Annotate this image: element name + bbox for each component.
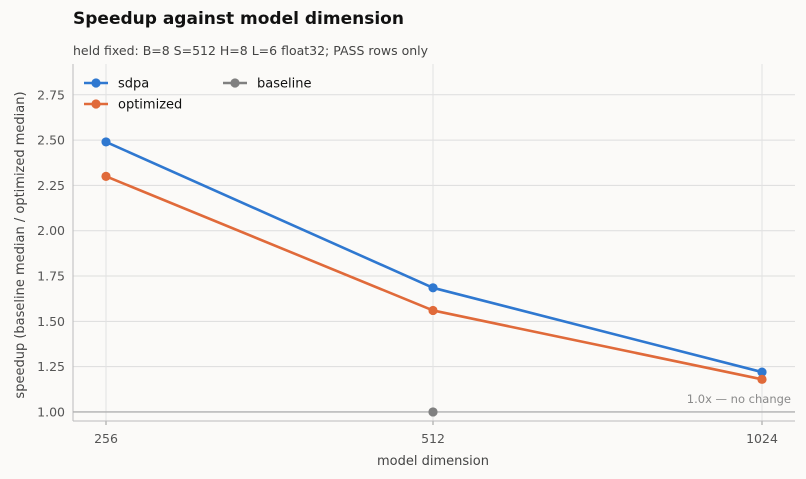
chart-title: Speedup against model dimension — [73, 9, 404, 29]
legend-label: sdpa — [118, 77, 149, 92]
y-tick-label: 2.25 — [37, 178, 65, 193]
data-point-optimized — [428, 305, 438, 316]
legend-item-sdpa: sdpa — [84, 77, 149, 92]
y-tick-label: 1.25 — [37, 359, 65, 374]
data-point-sdpa — [757, 367, 767, 377]
y-tick-label: 1.50 — [37, 314, 65, 329]
series-sdpa — [101, 137, 767, 377]
data-point-sdpa — [101, 137, 111, 147]
y-tick-label: 2.50 — [37, 133, 65, 148]
x-axis-label: model dimension — [377, 454, 489, 469]
x-tick-label: 256 — [94, 431, 118, 446]
legend-item-optimized: optimized — [84, 98, 182, 113]
legend-swatch-marker — [91, 99, 101, 109]
legend-label: optimized — [118, 98, 182, 113]
legend: sdpa optimized baseline — [84, 77, 311, 113]
y-tick-label: 2.75 — [37, 87, 65, 102]
legend-label: baseline — [257, 77, 311, 92]
x-tick-label: 1024 — [746, 431, 778, 446]
y-tick-label: 1.00 — [37, 404, 65, 419]
data-point-sdpa — [428, 283, 438, 293]
chart-subtitle: held fixed: B=8 S=512 H=8 L=6 float32; P… — [73, 43, 429, 58]
series-line-sdpa — [104, 140, 764, 374]
legend-swatch-marker — [91, 78, 101, 88]
y-tick-label: 2.00 — [37, 223, 65, 238]
grid-layer — [73, 64, 795, 421]
axis-layer: 1.00 1.25 1.50 1.75 2.00 2.25 2.50 2.75 256 512 10… — [37, 64, 795, 446]
legend-swatch-marker — [230, 78, 240, 88]
data-point-baseline — [428, 407, 438, 417]
data-point-optimized — [101, 171, 111, 181]
legend-item-baseline: baseline — [223, 77, 311, 92]
series-layer — [101, 137, 767, 417]
y-axis-label: speedup (baseline median / optimized med… — [13, 91, 28, 398]
series-line-optimized — [104, 175, 764, 381]
series-baseline — [428, 407, 438, 417]
series-optimized — [101, 171, 767, 384]
reference-line-label: 1.0x — no change — [687, 392, 791, 406]
x-tick-label: 512 — [421, 431, 445, 446]
y-tick-label: 1.75 — [37, 269, 65, 284]
data-point-optimized — [757, 374, 767, 384]
